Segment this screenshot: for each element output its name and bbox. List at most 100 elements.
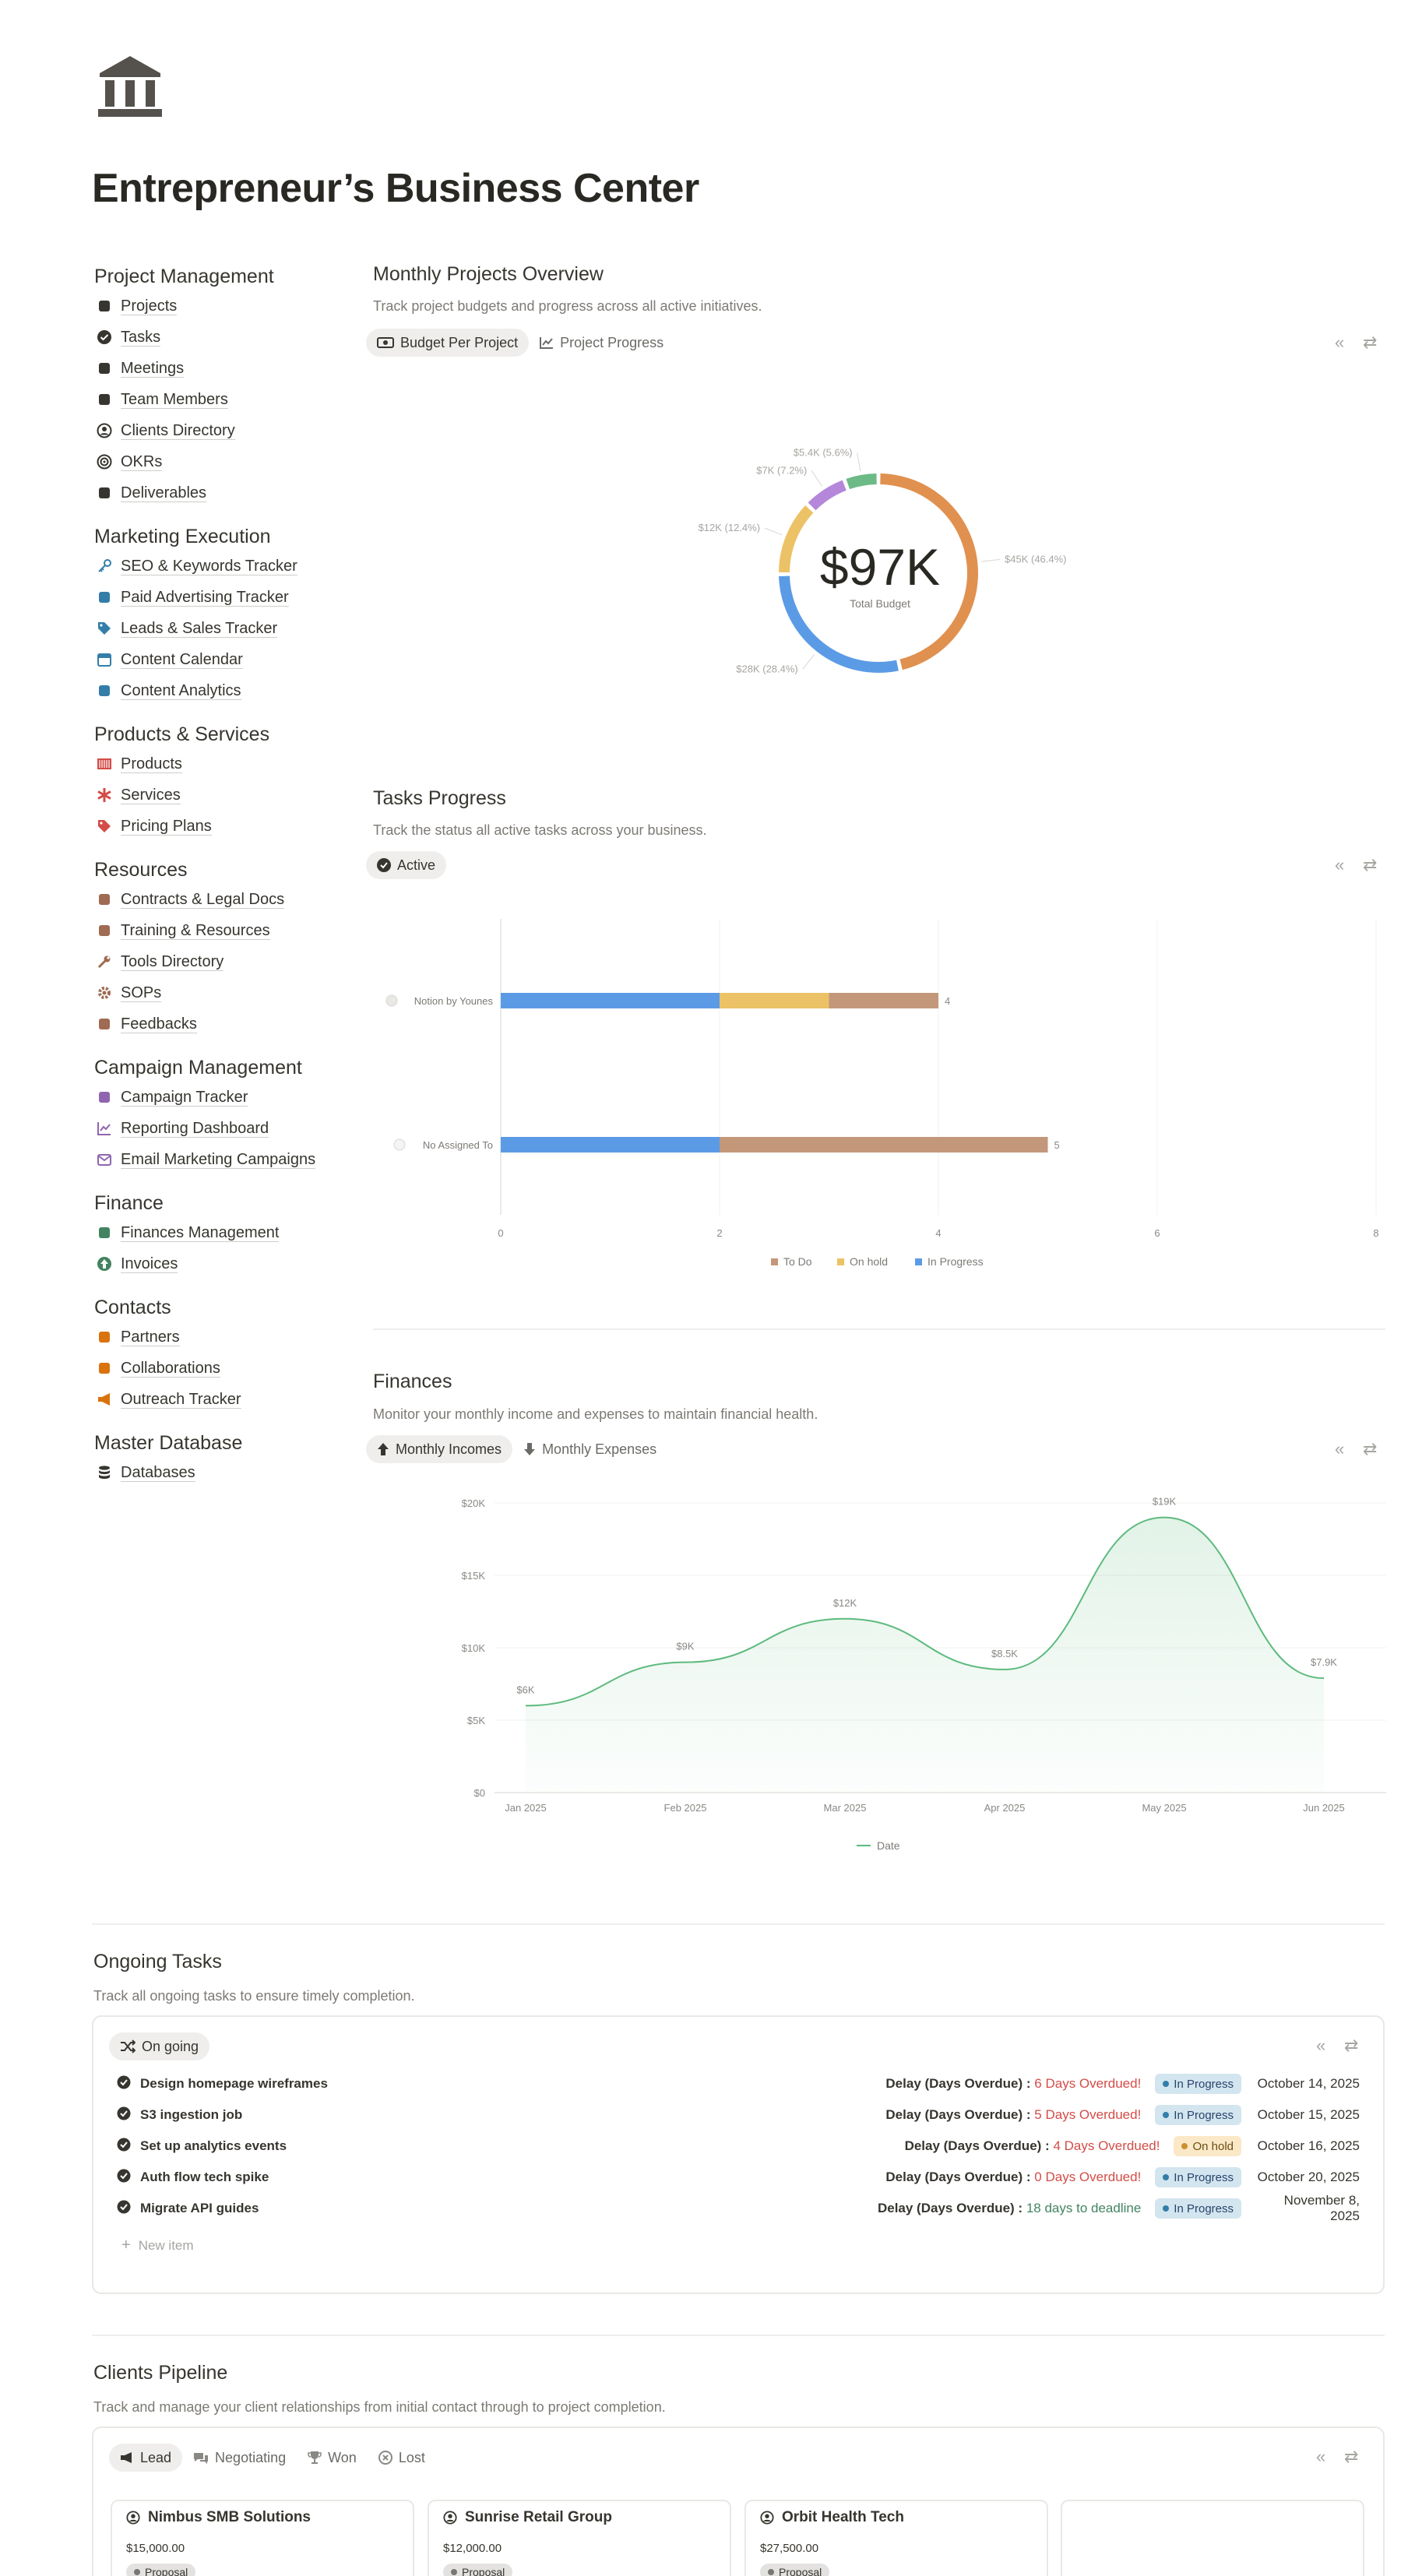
sidebar-item-collaborations[interactable]: Collaborations — [94, 1353, 351, 1384]
sidebar-item-label: Content Calendar — [121, 650, 243, 669]
client-amount: $15,000.00 — [126, 2542, 185, 2555]
sidebar-item-databases[interactable]: Databases — [94, 1457, 351, 1488]
client-card[interactable]: Sunrise Retail Group $12,000.00 Proposal — [428, 2500, 731, 2576]
task-delay: Delay (Days Overdue) : 6 Days Overdued! — [885, 2076, 1141, 2092]
sidebar-item-label: Leads & Sales Tracker — [121, 619, 278, 638]
sidebar-item-label: OKRs — [121, 452, 163, 471]
tasks-progress-title: Tasks Progress — [373, 787, 506, 809]
task-row[interactable]: Auth flow tech spike Delay (Days Overdue)… — [117, 2162, 1360, 2193]
collapse-icon[interactable]: « — [1335, 1439, 1345, 1459]
client-card[interactable]: Orbit Health Tech $27,500.00 Proposal — [744, 2500, 1048, 2576]
legend-swatch — [771, 1258, 778, 1265]
task-name: Set up analytics events — [140, 2138, 287, 2153]
stage-label: Proposal — [462, 2566, 505, 2576]
task-row[interactable]: S3 ingestion job Delay (Days Overdue) : 5… — [117, 2099, 1360, 2131]
sidebar-section: Contacts Partners Collaborations Outreach T… — [94, 1293, 351, 1415]
sidebar-section-title: Contacts — [94, 1297, 171, 1318]
x-tick-label: Jun 2025 — [1303, 1802, 1345, 1814]
sidebar-section: Campaign Management Campaign Tracker Repor… — [94, 1054, 351, 1175]
tab-on-going[interactable]: On going — [109, 2032, 210, 2060]
tab-lost[interactable]: Lost — [368, 2444, 436, 2472]
new-item-button[interactable]: + New item — [121, 2236, 194, 2254]
sidebar-section: Resources Contracts & Legal Docs Training … — [94, 856, 351, 1040]
sidebar-item-projects[interactable]: Projects — [94, 290, 351, 322]
sidebar-item-feedbacks[interactable]: Feedbacks — [94, 1008, 351, 1040]
settings-sliders-icon[interactable]: ⇄ — [1363, 333, 1378, 352]
tab-active[interactable]: Active — [366, 851, 447, 879]
legend-swatch — [837, 1258, 844, 1265]
settings-sliders-icon[interactable]: ⇄ — [1363, 1439, 1378, 1459]
slice-label: $12K (12.4%) — [699, 522, 761, 533]
asterisk-icon — [94, 785, 114, 805]
client-name: Orbit Health Tech — [782, 2509, 904, 2525]
collapse-icon[interactable]: « — [1316, 2447, 1326, 2466]
sidebar-item-seo-and-keywords-tracker[interactable]: SEO & Keywords Tracker — [94, 551, 351, 582]
category-label: No Assigned To — [423, 1139, 493, 1151]
sidebar-section: Finance Finances Management Invoices — [94, 1189, 351, 1279]
sidebar-item-tools-directory[interactable]: Tools Directory — [94, 946, 351, 977]
sidebar-item-outreach-tracker[interactable]: Outreach Tracker — [94, 1384, 351, 1415]
sidebar-item-services[interactable]: Services — [94, 779, 351, 811]
tab-negotiating[interactable]: Negotiating — [182, 2444, 297, 2472]
task-name: Migrate API guides — [140, 2201, 259, 2215]
sidebar-item-pricing-plans[interactable]: Pricing Plans — [94, 811, 351, 842]
sidebar-item-tasks[interactable]: Tasks — [94, 322, 351, 353]
settings-sliders-icon[interactable]: ⇄ — [1344, 2447, 1359, 2466]
ongoing-tasks-card: On going « ⇄ Design homepage wireframes D… — [92, 2015, 1385, 2294]
sidebar-item-paid-advertising-tracker[interactable]: Paid Advertising Tracker — [94, 582, 351, 613]
sidebar-item-label: Team Members — [121, 390, 228, 409]
tab-won[interactable]: Won — [297, 2444, 368, 2472]
finances-title: Finances — [373, 1371, 452, 1392]
sidebar-section-title: Finance — [94, 1192, 164, 1214]
sidebar-item-content-calendar[interactable]: Content Calendar — [94, 644, 351, 675]
task-row[interactable]: Migrate API guides Delay (Days Overdue) :… — [117, 2193, 1360, 2224]
line-chart-icon — [94, 1118, 114, 1138]
sidebar-item-clients-directory[interactable]: Clients Directory — [94, 415, 351, 446]
sidebar-item-sops[interactable]: SOPs — [94, 977, 351, 1008]
document-icon — [94, 483, 114, 503]
client-card-header: Sunrise Retail Group — [443, 2509, 612, 2526]
x-tick-label: 8 — [1373, 1227, 1378, 1239]
sidebar-item-training-and-resources[interactable]: Training & Resources — [94, 915, 351, 946]
sidebar-item-campaign-tracker[interactable]: Campaign Tracker — [94, 1082, 351, 1113]
delay-label: Delay (Days Overdue) : — [877, 2201, 1023, 2215]
sidebar-item-email-marketing-campaigns[interactable]: Email Marketing Campaigns — [94, 1144, 351, 1175]
sidebar-item-partners[interactable]: Partners — [94, 1321, 351, 1353]
tab-monthly-incomes[interactable]: Monthly Incomes — [366, 1435, 513, 1463]
sidebar-item-label: Partners — [121, 1328, 180, 1346]
sidebar-item-contracts-and-legal-docs[interactable]: Contracts & Legal Docs — [94, 884, 351, 915]
sidebar-item-label: Meetings — [121, 359, 185, 378]
sidebar-item-content-analytics[interactable]: Content Analytics — [94, 675, 351, 706]
sidebar-item-team-members[interactable]: Team Members — [94, 384, 351, 415]
client-card[interactable]: Nimbus SMB Solutions $15,000.00 Proposal — [111, 2500, 414, 2576]
sidebar-item-deliverables[interactable]: Deliverables — [94, 477, 351, 509]
sidebar-item-okrs[interactable]: OKRs — [94, 446, 351, 477]
sidebar-item-label: Reporting Dashboard — [121, 1119, 269, 1138]
task-row[interactable]: Set up analytics events Delay (Days Overd… — [117, 2131, 1360, 2162]
monthly-projects-description: Track project budgets and progress acros… — [373, 298, 762, 314]
sidebar-item-finances-management[interactable]: Finances Management — [94, 1217, 351, 1248]
sidebar-item-products[interactable]: Products — [94, 748, 351, 779]
legend-label: In Progress — [927, 1255, 984, 1268]
task-row[interactable]: Design homepage wireframes Delay (Days Ov… — [117, 2068, 1360, 2099]
tab-project-progress[interactable]: Project Progress — [529, 329, 674, 357]
megaphone-icon — [94, 1389, 114, 1409]
sidebar-item-invoices[interactable]: Invoices — [94, 1248, 351, 1279]
stage-badge: Proposal — [760, 2564, 830, 2576]
settings-sliders-icon[interactable]: ⇄ — [1344, 2036, 1359, 2055]
settings-sliders-icon[interactable]: ⇄ — [1363, 855, 1378, 875]
tab-budget-per-project[interactable]: Budget Per Project — [366, 329, 530, 357]
delay-label: Delay (Days Overdue) : — [885, 2107, 1031, 2122]
monthly-projects-title: Monthly Projects Overview — [373, 263, 604, 285]
collapse-icon[interactable]: « — [1335, 855, 1345, 875]
tab-monthly-expenses[interactable]: Monthly Expenses — [512, 1435, 667, 1463]
collapse-icon[interactable]: « — [1335, 333, 1345, 352]
collapse-icon[interactable]: « — [1316, 2036, 1326, 2055]
file-icon — [94, 889, 114, 910]
sidebar-item-label: SEO & Keywords Tracker — [121, 557, 297, 575]
sidebar-item-leads-and-sales-tracker[interactable]: Leads & Sales Tracker — [94, 613, 351, 644]
sidebar-item-label: Collaborations — [121, 1359, 220, 1378]
sidebar-item-meetings[interactable]: Meetings — [94, 353, 351, 384]
tab-lead[interactable]: Lead — [109, 2444, 183, 2472]
sidebar-item-reporting-dashboard[interactable]: Reporting Dashboard — [94, 1113, 351, 1144]
